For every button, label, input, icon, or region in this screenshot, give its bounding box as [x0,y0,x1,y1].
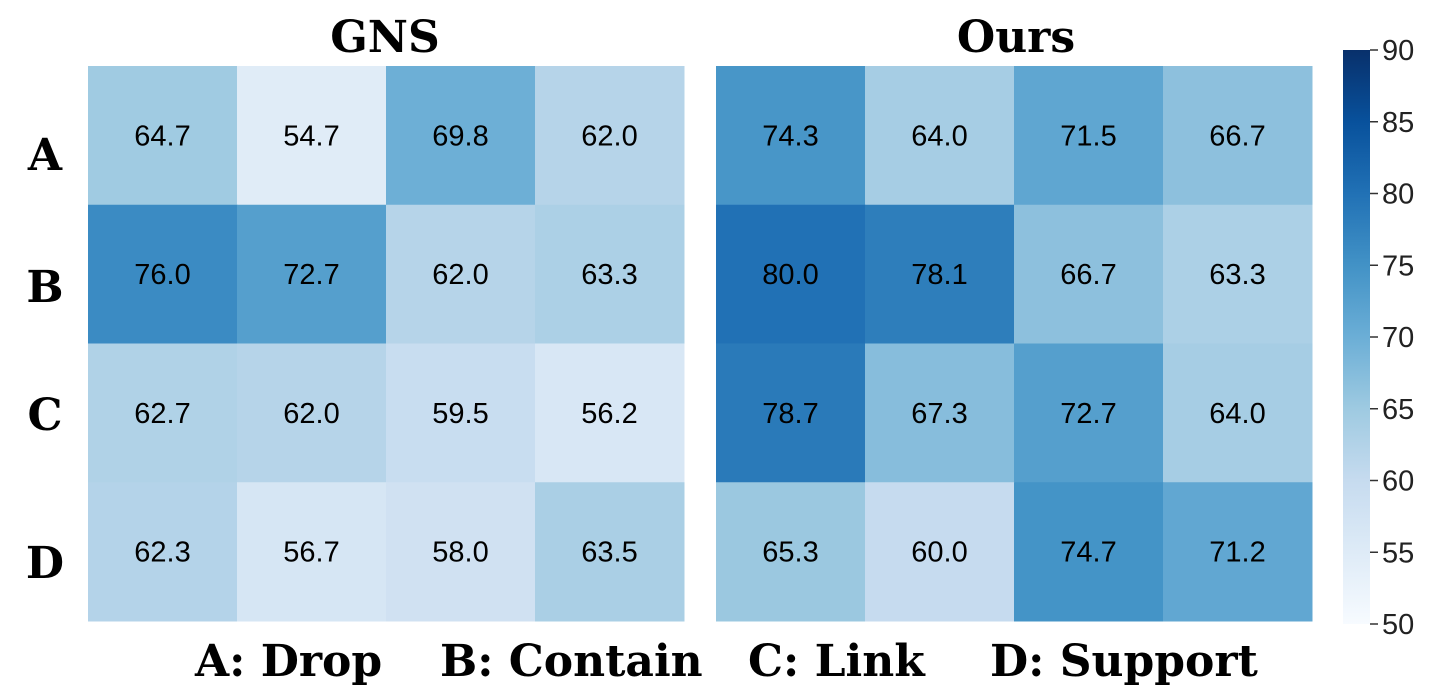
cell-value-label: 56.7 [283,537,339,569]
cell-value-label: 76.0 [134,259,190,291]
heatmap-cell [865,204,1015,344]
heatmap-cell [88,204,238,344]
cell-value-label: 54.7 [283,120,339,152]
heatmap-cell [865,482,1015,622]
colorbar-ticks: 50 55 60 65 70 75 80 85 90 [1370,35,1414,641]
heatmap-cell [865,343,1015,483]
cell-value-label: 69.8 [432,120,488,152]
cell-value-label: 63.3 [1209,259,1265,291]
heatmap-cell [1014,343,1164,483]
colorbar-tick-label: 60 [1382,466,1414,498]
cell-value-label: 72.7 [283,259,339,291]
colorbar: 50 55 60 65 70 75 80 85 90 [1343,35,1414,641]
cell-value-label: 66.7 [1209,120,1265,152]
heatmap-cell [1014,66,1164,206]
cell-value-label: 63.5 [581,537,637,569]
legend-support: D: Support [990,636,1259,687]
cell-value-label: 62.0 [283,398,339,430]
row-label-a: A [27,130,63,181]
heatmap-cell [535,66,685,206]
heatmap-cell [88,343,238,483]
colorbar-tick-label: 75 [1382,250,1414,282]
heatmap-cell [1163,343,1313,483]
cell-value-label: 74.7 [1060,537,1116,569]
heatmap-cell [88,66,238,206]
cell-value-label: 64.0 [911,120,967,152]
colorbar-tick-label: 55 [1382,537,1414,569]
cell-value-label: 64.7 [134,120,190,152]
legend-link: C: Link [748,636,926,687]
heatmap-cell [1014,204,1164,344]
cell-value-label: 62.0 [432,259,488,291]
heatmap-cell [386,482,536,622]
cell-value-label: 56.2 [581,398,637,430]
cell-value-label: 65.3 [762,537,818,569]
colorbar-tick-label: 70 [1382,322,1414,354]
cell-value-label: 71.2 [1209,537,1265,569]
cell-value-label: 71.5 [1060,120,1116,152]
cell-value-label: 78.7 [762,398,818,430]
panel-title-gns: GNS [330,12,440,63]
cell-value-label: 72.7 [1060,398,1116,430]
cell-value-label: 58.0 [432,537,488,569]
cell-value-label: 62.0 [581,120,637,152]
cell-value-label: 59.5 [432,398,488,430]
heatmap-panel-1: 74.3 64.0 71.5 66.7 80.0 78.1 66.7 63.3 78.7 67.3… [716,66,1313,622]
cell-value-label: 67.3 [911,398,967,430]
heatmap-cell [1163,204,1313,344]
heatmap-cell [716,343,866,483]
heatmap-cell [535,204,685,344]
row-label-c: C [27,390,62,441]
cell-value-label: 63.3 [581,259,637,291]
colorbar-tick-label: 80 [1382,179,1414,211]
cell-value-label: 62.3 [134,537,190,569]
cell-value-label: 66.7 [1060,259,1116,291]
heatmap-cell [88,482,238,622]
colorbar-gradient [1343,50,1370,624]
cell-value-label: 74.3 [762,120,818,152]
heatmap-cell [237,482,387,622]
heatmap-cell [237,343,387,483]
heatmap-cell [1014,482,1164,622]
heatmap-cell [716,204,866,344]
heatmap-cell [386,204,536,344]
heatmap-cell [716,482,866,622]
cell-value-label: 60.0 [911,537,967,569]
cell-value-label: 64.0 [1209,398,1265,430]
heatmap-cell [386,343,536,483]
colorbar-tick-label: 90 [1382,35,1414,67]
heatmap-cell [535,343,685,483]
heatmap-cell [865,66,1015,206]
colorbar-tick-label: 50 [1382,609,1414,641]
heatmap-cell [535,482,685,622]
colorbar-tick-label: 65 [1382,394,1414,426]
cell-value-label: 78.1 [911,259,967,291]
cell-value-label: 62.7 [134,398,190,430]
heatmap-cell [386,66,536,206]
heatmap-cell [1163,482,1313,622]
heatmap-cells: 64.7 54.7 69.8 62.0 76.0 72.7 62.0 63.3 62.7 62.0… [88,66,1313,622]
heatmap-cell [237,66,387,206]
legend-drop: A: Drop [194,636,382,687]
panel-title-ours: Ours [957,12,1075,63]
row-label-d: D [26,538,64,589]
heatmap-cell [716,66,866,206]
heatmap-cell [237,204,387,344]
row-label-b: B [26,262,63,313]
legend-contain: B: Contain [440,636,703,687]
heatmap-panel-0: 64.7 54.7 69.8 62.0 76.0 72.7 62.0 63.3 62.7 62.0… [88,66,685,622]
heatmap-cell [1163,66,1313,206]
colorbar-tick-label: 85 [1382,107,1414,139]
cell-value-label: 80.0 [762,259,818,291]
